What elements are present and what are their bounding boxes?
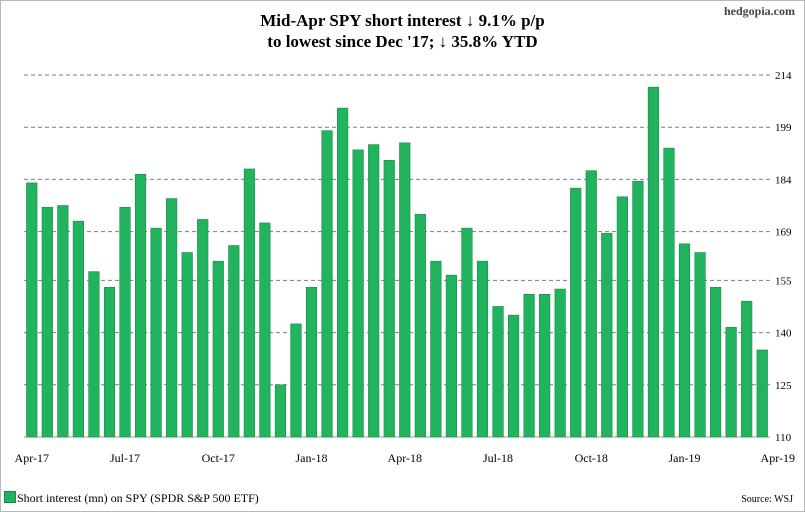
y-tick-label: 214 — [775, 70, 792, 82]
bar — [321, 130, 333, 438]
chart-title-line-1: Mid-Apr SPY short interest ↓ 9.1% p/p — [260, 11, 545, 30]
bar — [228, 245, 240, 438]
bar — [197, 219, 209, 438]
legend: Short interest (mn) on SPY (SPDR S&P 500… — [4, 491, 259, 506]
bar — [492, 306, 504, 438]
x-tick-label: Apr-17 — [15, 451, 49, 465]
bar — [243, 168, 255, 438]
bar — [399, 142, 411, 438]
brand-watermark: hedgopia.com — [723, 4, 795, 18]
bar — [476, 260, 489, 438]
bar — [430, 260, 442, 438]
bar — [383, 159, 395, 438]
bar — [756, 349, 768, 438]
x-tick-label: Oct-17 — [202, 451, 235, 465]
bar — [41, 206, 53, 438]
gridlines — [24, 74, 770, 438]
chart-title-line-2: to lowest since Dec '17; ↓ 35.8% YTD — [267, 32, 538, 51]
bar — [368, 144, 380, 438]
x-tick-label: Apr-18 — [388, 451, 422, 465]
bar — [445, 274, 457, 438]
bar — [507, 314, 520, 438]
source-note: Source: WSJ — [741, 494, 793, 505]
x-tick-label: Jan-19 — [669, 451, 701, 465]
bar — [616, 196, 628, 438]
y-tick-label: 140 — [775, 328, 792, 340]
bar — [601, 233, 613, 438]
chart-title: Mid-Apr SPY short interest ↓ 9.1% p/p to… — [0, 10, 805, 52]
bar — [725, 327, 737, 438]
bar — [647, 86, 660, 438]
bar — [274, 384, 287, 438]
y-axis-tick-labels: 110 125 140 155 169 184 199 214 — [775, 70, 792, 444]
y-tick-label: 169 — [775, 227, 792, 239]
y-tick-label: 155 — [775, 275, 792, 287]
legend-label: Short interest (mn) on SPY (SPDR S&P 500… — [17, 491, 259, 505]
x-tick-label: Jan-18 — [296, 451, 328, 465]
bar — [523, 293, 535, 438]
bar — [212, 260, 224, 438]
bar — [72, 220, 84, 438]
bar — [632, 180, 644, 438]
bar — [741, 300, 753, 438]
bar — [337, 107, 349, 438]
y-tick-label: 110 — [775, 432, 792, 444]
x-tick-label: Jul-17 — [110, 451, 140, 465]
bar — [290, 323, 302, 438]
x-tick-label: Oct-18 — [575, 451, 608, 465]
bar — [103, 287, 116, 438]
bar — [663, 147, 675, 438]
bar — [539, 293, 551, 438]
bar — [678, 243, 691, 438]
legend-swatch — [4, 491, 16, 503]
y-tick-label: 199 — [775, 122, 792, 134]
bar — [710, 287, 722, 438]
bar — [694, 252, 706, 438]
x-tick-label: Jul-18 — [483, 451, 513, 465]
x-tick-label: Apr-19 — [761, 451, 795, 465]
bar — [352, 149, 364, 438]
bar — [134, 173, 147, 438]
bar — [305, 287, 318, 438]
bar — [414, 213, 426, 438]
bar — [259, 222, 271, 438]
bar — [88, 271, 100, 438]
bar — [26, 182, 38, 438]
bar — [585, 170, 597, 438]
x-axis-tick-labels: Apr-17 Jul-17 Oct-17 Jan-18 Apr-18 Jul-18 Oct-… — [15, 451, 795, 465]
y-tick-label: 125 — [775, 380, 792, 392]
bar — [461, 227, 473, 438]
bar — [150, 227, 162, 438]
y-tick-label: 184 — [775, 174, 792, 186]
bar — [181, 252, 193, 438]
bar — [570, 187, 582, 438]
bars — [26, 86, 768, 438]
bar — [554, 288, 566, 438]
bar — [166, 198, 178, 438]
bar — [119, 206, 131, 438]
bar — [57, 205, 69, 438]
